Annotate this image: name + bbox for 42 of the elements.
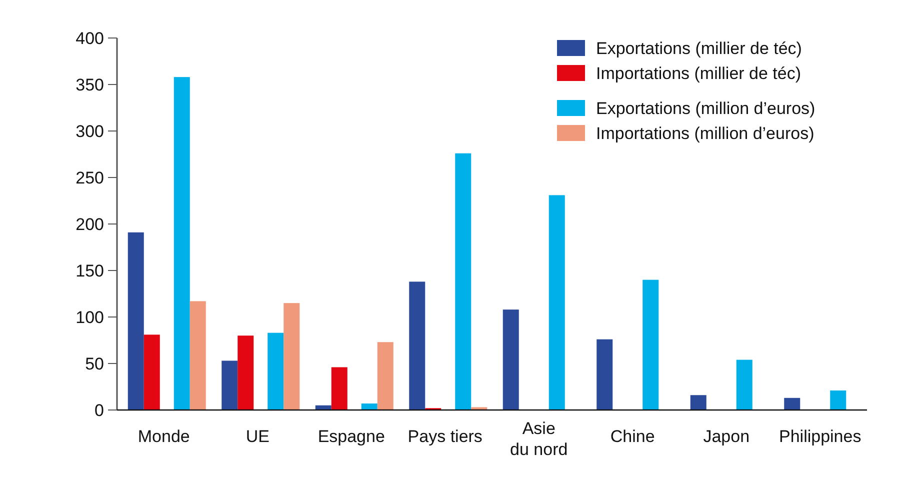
bar xyxy=(455,153,472,410)
y-tick-label: 150 xyxy=(76,261,104,280)
bar xyxy=(174,77,190,410)
bar xyxy=(284,303,300,410)
bar xyxy=(361,403,378,410)
bar xyxy=(548,195,565,410)
bar xyxy=(690,395,706,410)
y-tick-label: 250 xyxy=(76,168,104,188)
x-tick-label: Espagne xyxy=(318,427,385,446)
y-tick-label: 200 xyxy=(76,214,104,234)
bar xyxy=(784,398,800,410)
y-tick-label: 50 xyxy=(85,354,104,374)
x-tick-label: Philippines xyxy=(779,427,862,446)
x-tick-label: Monde xyxy=(138,427,190,446)
bar xyxy=(409,282,426,410)
bar xyxy=(377,342,394,410)
y-tick-label: 100 xyxy=(76,308,104,327)
x-tick-label: Japon xyxy=(703,427,750,446)
bar xyxy=(642,280,659,410)
y-tick-label: 0 xyxy=(94,400,104,420)
y-tick-label: 400 xyxy=(76,28,104,48)
legend-label: Importations (million d’euros) xyxy=(596,124,814,143)
bar xyxy=(238,336,254,410)
bar xyxy=(222,360,238,410)
bar xyxy=(830,390,846,410)
bar xyxy=(596,339,613,410)
bar xyxy=(144,334,160,410)
bar xyxy=(128,232,144,410)
bar xyxy=(331,367,348,410)
x-tick-label: Asie du nord xyxy=(510,419,568,459)
legend-label: Exportations (millier de téc) xyxy=(596,38,802,58)
bar xyxy=(736,360,752,410)
bar xyxy=(502,310,519,410)
y-tick-label: 300 xyxy=(76,122,104,141)
bar xyxy=(268,332,284,410)
x-tick-label: Pays tiers xyxy=(408,427,482,446)
y-tick-label: 350 xyxy=(76,75,104,94)
legend-label: Exportations (million d’euros) xyxy=(596,98,816,118)
x-tick-label: UE xyxy=(246,427,270,446)
legend-label: Importations (millier de téc) xyxy=(596,64,802,83)
x-tick-label: Chine xyxy=(610,427,655,446)
bar xyxy=(190,301,206,410)
